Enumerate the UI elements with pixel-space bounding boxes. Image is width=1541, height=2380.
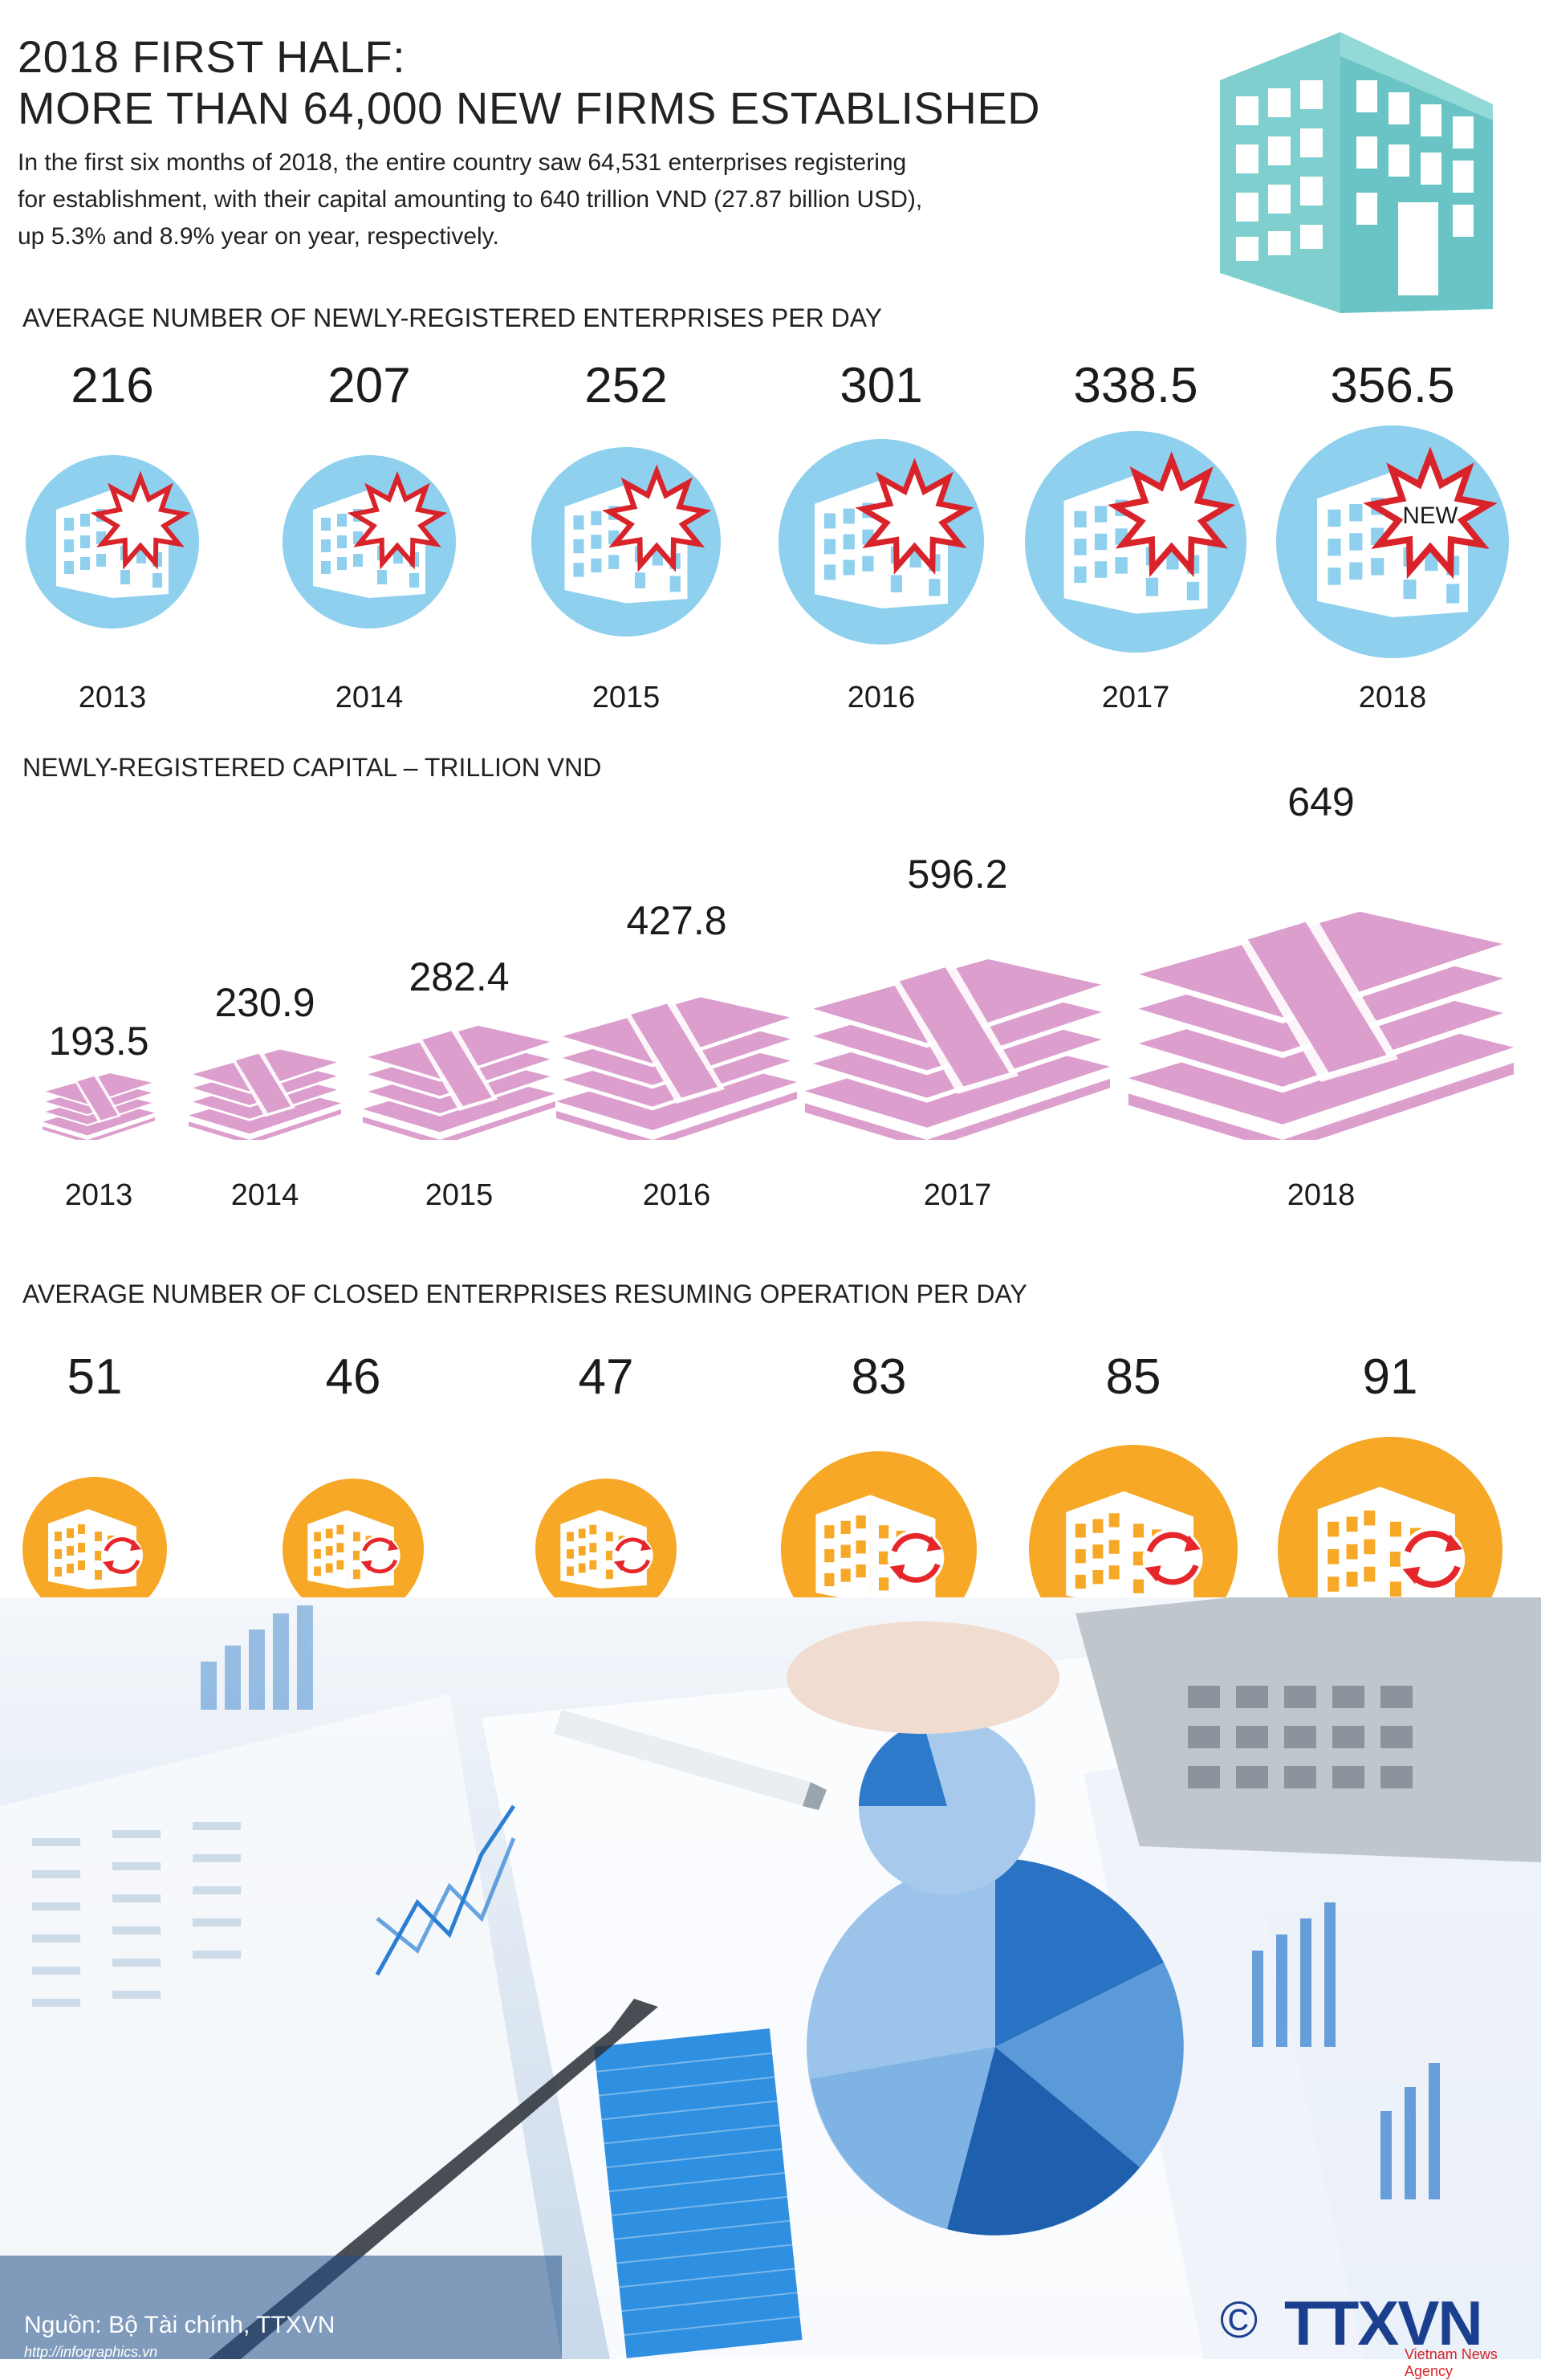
burst-star-icon — [1363, 446, 1498, 580]
money-stack-icon — [363, 1024, 555, 1140]
intro-text: In the first six months of 2018, the ent… — [18, 144, 1157, 255]
new-per-day-value-2017: 338.5 — [1073, 358, 1198, 413]
background-photo — [0, 1597, 1541, 2359]
brand-name: TTXVN — [1284, 2288, 1483, 2358]
money-stack-icon — [189, 1048, 341, 1140]
new-per-day-value-2013: 216 — [71, 358, 154, 413]
capital-value-2018: 649 — [1287, 779, 1355, 824]
resumed-value-2017: 85 — [1105, 1349, 1161, 1405]
new-per-day-value-2018: 356.5 — [1330, 358, 1455, 413]
burst-star-icon — [1107, 451, 1236, 578]
capital-year-2014: 2014 — [230, 1178, 299, 1212]
burst-star-icon — [602, 464, 712, 572]
new-building-circle-icon: NEW — [1276, 425, 1509, 658]
brand-subtitle: Vietnam News Agency — [1405, 2346, 1498, 2379]
burst-star-icon — [855, 458, 974, 575]
capital-value-2015: 282.4 — [409, 954, 510, 999]
money-stack-icon — [1128, 909, 1514, 1140]
copyright-symbol: © — [1220, 2291, 1258, 2349]
new-building-circle-icon — [26, 455, 199, 629]
burst-star-icon — [90, 470, 191, 570]
new-per-day-value-2015: 252 — [584, 358, 668, 413]
capital-value-2016: 427.8 — [626, 898, 727, 943]
new-building-circle-icon — [283, 455, 456, 629]
burst-star-icon — [347, 470, 448, 570]
section-new-per-day-title: AVERAGE NUMBER OF NEWLY-REGISTERED ENTER… — [22, 303, 883, 332]
capital-year-2017: 2017 — [923, 1178, 992, 1212]
new-building-circle-icon — [1025, 431, 1246, 653]
capital-year-2015: 2015 — [425, 1178, 494, 1212]
capital-value-2014: 230.9 — [214, 980, 315, 1025]
title-line-2: MORE THAN 64,000 NEW FIRMS ESTABLISHED — [18, 83, 1041, 133]
new-per-day-year-2017: 2017 — [1101, 681, 1170, 714]
source-text: Nguồn: Bộ Tài chính, TTXVN — [24, 2312, 335, 2338]
resume-building-circle-icon — [283, 1479, 424, 1620]
new-building-circle-icon — [779, 439, 984, 645]
resumed-value-2013: 51 — [67, 1349, 123, 1405]
new-badge-text: NEW — [1403, 502, 1458, 529]
money-stack-icon — [556, 995, 797, 1140]
capital-year-2018: 2018 — [1287, 1178, 1356, 1212]
new-per-day-value-2014: 207 — [327, 358, 411, 413]
resume-building-circle-icon — [22, 1477, 167, 1621]
section-capital-title: NEWLY-REGISTERED CAPITAL – TRILLION VND — [22, 753, 602, 782]
resumed-value-2014: 46 — [325, 1349, 381, 1405]
ttxvn-logo: © TTXVN Vietnam News Agency — [1220, 2288, 1525, 2379]
capital-value-2017: 596.2 — [907, 852, 1008, 897]
capital-year-2016: 2016 — [642, 1178, 711, 1212]
resumed-value-2018: 91 — [1362, 1349, 1418, 1405]
new-per-day-year-2014: 2014 — [335, 681, 404, 714]
resumed-value-2015: 47 — [578, 1349, 634, 1405]
source-url: http://infographics.vn — [24, 2344, 158, 2360]
new-per-day-year-2015: 2015 — [592, 681, 661, 714]
new-per-day-year-2018: 2018 — [1358, 681, 1427, 714]
building-icon — [1220, 32, 1493, 313]
new-building-circle-icon — [531, 447, 721, 637]
resumed-value-2016: 83 — [851, 1349, 907, 1405]
title-line-1: 2018 FIRST HALF: — [18, 31, 406, 82]
capital-value-2013: 193.5 — [48, 1019, 149, 1064]
intro-line-3: up 5.3% and 8.9% year on year, respectiv… — [18, 223, 499, 250]
intro-line-1: In the first six months of 2018, the ent… — [18, 149, 907, 176]
section-resumed-title: AVERAGE NUMBER OF CLOSED ENTERPRISES RES… — [22, 1280, 1027, 1308]
intro-line-2: for establishment, with their capital am… — [18, 186, 923, 213]
money-stack-icon — [805, 957, 1110, 1140]
new-per-day-year-2013: 2013 — [78, 681, 147, 714]
new-per-day-year-2016: 2016 — [847, 681, 916, 714]
capital-year-2013: 2013 — [64, 1178, 133, 1212]
new-per-day-value-2016: 301 — [840, 358, 923, 413]
money-stack-icon — [43, 1072, 155, 1140]
resume-building-circle-icon — [535, 1479, 677, 1620]
